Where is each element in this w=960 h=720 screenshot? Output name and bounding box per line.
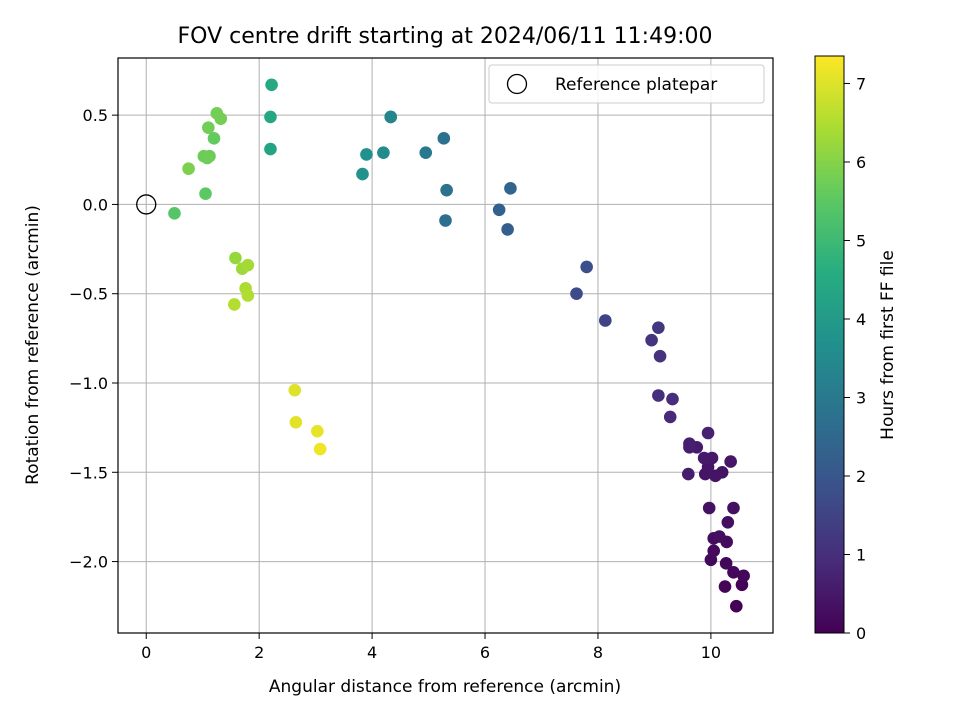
data-point	[264, 142, 277, 156]
data-point	[313, 442, 327, 456]
y-axis-label: Rotation from reference (arcmin)	[23, 205, 43, 485]
data-point	[570, 287, 583, 301]
data-point	[437, 132, 451, 145]
data-point	[289, 415, 303, 429]
x-axis-label: Angular distance from reference (arcmin)	[269, 677, 621, 697]
x-tick-label: 6	[480, 643, 490, 662]
colorbar-ticks: 0 1 2 3 4 5 6 7	[844, 74, 866, 643]
data-point	[360, 148, 373, 161]
data-point	[598, 314, 612, 327]
x-tick-label: 10	[701, 643, 721, 662]
data-point	[580, 260, 593, 274]
data-point	[682, 467, 695, 481]
data-point	[652, 389, 665, 402]
data-point	[214, 112, 228, 126]
data-point	[264, 110, 277, 124]
colorbar-tick-label: 2	[856, 467, 866, 486]
colorbar-label: Hours from first FF file	[878, 250, 898, 440]
data-point	[721, 515, 735, 529]
data-point	[713, 530, 726, 543]
y-tick-label: −1.5	[69, 463, 108, 482]
data-point	[207, 132, 221, 145]
x-tick-label: 8	[593, 643, 603, 662]
reference-marker	[136, 194, 157, 215]
data-point	[229, 251, 242, 265]
data-point	[241, 258, 255, 272]
data-point	[241, 289, 255, 302]
data-point	[200, 151, 214, 165]
data-point	[653, 349, 667, 363]
reference-platepar-point	[136, 194, 157, 215]
data-point	[492, 203, 506, 217]
colorbar-tick-label: 6	[856, 153, 866, 172]
data-point	[724, 455, 737, 468]
data-point	[652, 321, 665, 334]
y-tick-label: 0.5	[83, 106, 108, 125]
y-tick-label: −2.0	[69, 553, 108, 572]
data-point	[228, 298, 241, 311]
colorbar-tick-label: 1	[856, 545, 866, 564]
legend-label: Reference platepar	[555, 75, 717, 95]
colorbar-gradient	[814, 55, 845, 634]
data-point	[377, 146, 390, 159]
data-point	[168, 207, 181, 220]
data-point	[663, 410, 677, 424]
data-point	[709, 469, 722, 483]
colorbar-tick-label: 7	[856, 74, 866, 93]
colorbar-tick-label: 4	[856, 310, 866, 329]
x-axis-ticks: 0 2 4 6 8 10	[141, 633, 721, 662]
chart-title: FOV centre drift starting at 2024/06/11 …	[178, 24, 713, 49]
data-point	[199, 187, 212, 201]
data-point	[265, 78, 278, 92]
legend-box	[488, 64, 765, 104]
data-point	[182, 162, 195, 176]
legend: Reference platepar	[488, 64, 765, 104]
data-point	[501, 223, 514, 236]
colorbar: 0 1 2 3 4 5 6 7 Hours from first FF file	[814, 55, 898, 643]
plot-frame	[117, 57, 774, 634]
colorbar-tick-label: 5	[856, 231, 866, 250]
data-point	[439, 214, 452, 227]
y-tick-label: −0.5	[69, 285, 108, 304]
data-point	[504, 182, 517, 195]
data-point	[288, 383, 302, 397]
data-point	[702, 501, 716, 515]
colorbar-tick-label: 0	[856, 624, 866, 643]
data-point	[697, 451, 711, 465]
legend-open-circle-icon	[506, 73, 528, 95]
data-point	[440, 183, 453, 197]
data-point	[384, 110, 398, 124]
y-tick-label: 0.0	[83, 195, 108, 214]
x-tick-label: 0	[141, 643, 151, 662]
data-point	[701, 426, 715, 440]
data-point	[202, 121, 215, 134]
y-axis-ticks: −2.0 −1.5 −1.0 −0.5 0.0 0.5	[69, 106, 118, 572]
x-tick-label: 2	[254, 643, 264, 662]
data-points	[168, 78, 750, 613]
data-point	[419, 146, 433, 159]
data-point	[729, 599, 743, 613]
data-point	[727, 501, 740, 515]
data-point	[707, 544, 721, 558]
data-point	[718, 580, 732, 593]
data-point	[737, 569, 750, 583]
data-point	[645, 333, 658, 347]
x-tick-label: 4	[367, 643, 377, 662]
colorbar-tick-label: 3	[856, 388, 866, 407]
data-point	[683, 437, 696, 451]
data-point	[356, 167, 369, 181]
data-point	[311, 424, 324, 438]
data-point	[666, 392, 679, 406]
data-point	[719, 557, 733, 570]
data-point	[727, 565, 740, 579]
y-tick-label: −1.0	[69, 374, 108, 393]
